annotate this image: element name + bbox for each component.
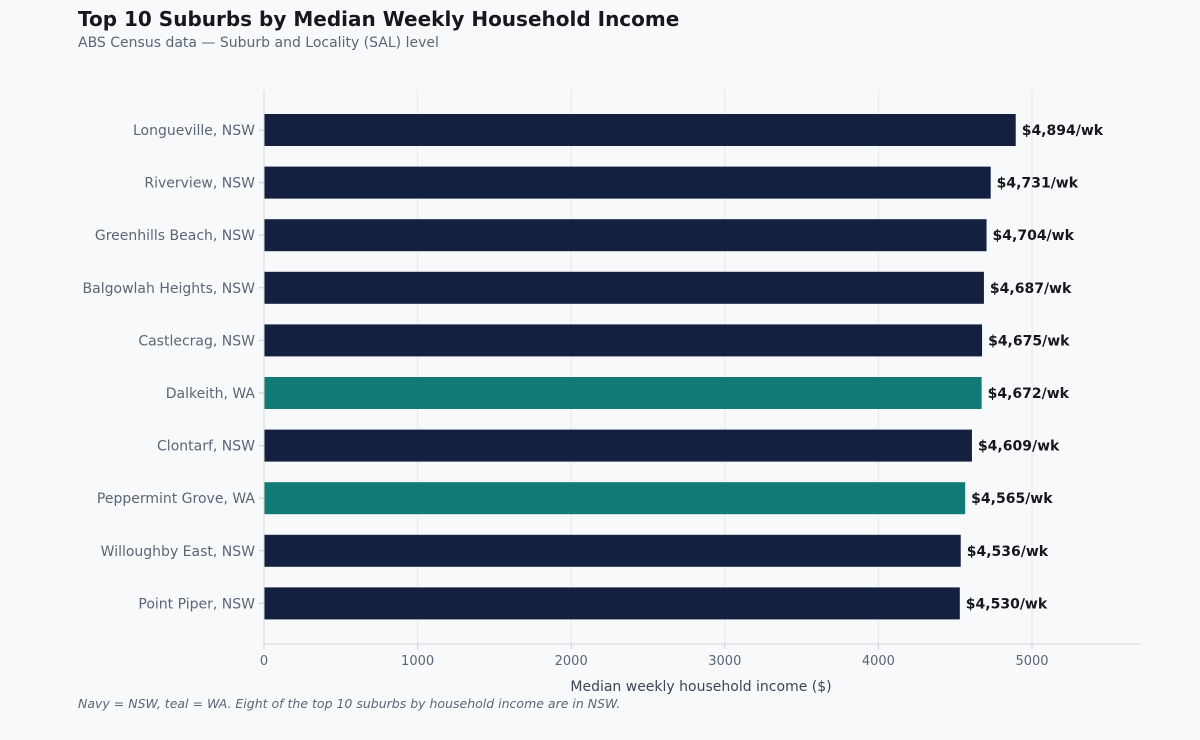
- data-label: $4,609/wk: [978, 439, 1060, 455]
- bar: [264, 587, 960, 620]
- chart-subtitle: ABS Census data — Suburb and Locality (S…: [78, 35, 439, 51]
- bar: [264, 482, 966, 515]
- data-label: $4,687/wk: [990, 281, 1072, 297]
- data-label: $4,894/wk: [1022, 123, 1104, 139]
- category-label: Riverview, NSW: [144, 176, 255, 192]
- category-label: Willoughby East, NSW: [101, 544, 255, 560]
- data-label: $4,530/wk: [966, 596, 1048, 612]
- data-labels: $4,894/wk $4,731/wk $4,704/wk $4,687/wk $4,6…: [966, 123, 1104, 612]
- bar: [264, 377, 982, 409]
- bar: [264, 219, 987, 252]
- category-label: Greenhills Beach, NSW: [95, 228, 255, 244]
- x-tick-label: 1000: [401, 654, 434, 669]
- bar: [264, 114, 1016, 146]
- x-tick-label: 3000: [708, 654, 741, 669]
- y-tick-labels: Longueville, NSW Riverview, NSW Greenhills…: [83, 123, 256, 612]
- chart-title: Top 10 Suburbs by Median Weekly Househol…: [78, 7, 680, 31]
- bars: [264, 114, 1016, 620]
- x-tick-label: 0: [260, 654, 268, 669]
- data-label: $4,731/wk: [997, 176, 1079, 192]
- category-label: Dalkeith, WA: [166, 386, 256, 402]
- bar: [264, 324, 983, 357]
- category-label: Clontarf, NSW: [157, 439, 255, 455]
- footnote: Navy = NSW, teal = WA. Eight of the top …: [78, 696, 621, 711]
- x-tick-labels: 0 1000 2000 3000 4000 5000: [260, 654, 1049, 669]
- bar: [264, 429, 972, 462]
- data-label: $4,565/wk: [971, 491, 1053, 507]
- x-tick-label: 2000: [555, 654, 588, 669]
- data-label: $4,704/wk: [993, 228, 1075, 244]
- data-label: $4,675/wk: [988, 333, 1070, 349]
- category-label: Balgowlah Heights, NSW: [83, 281, 256, 297]
- category-label: Longueville, NSW: [133, 123, 255, 139]
- data-label: $4,672/wk: [988, 386, 1070, 402]
- axes: [259, 90, 1140, 649]
- x-axis-label: Median weekly household income ($): [570, 679, 831, 695]
- x-tick-label: 4000: [862, 654, 895, 669]
- category-label: Peppermint Grove, WA: [97, 491, 256, 507]
- category-label: Castlecrag, NSW: [138, 333, 255, 349]
- category-label: Point Piper, NSW: [138, 596, 255, 612]
- bar: [264, 271, 984, 304]
- data-label: $4,536/wk: [967, 544, 1049, 560]
- x-tick-label: 5000: [1015, 654, 1048, 669]
- bar: [264, 534, 961, 567]
- bar: [264, 166, 991, 199]
